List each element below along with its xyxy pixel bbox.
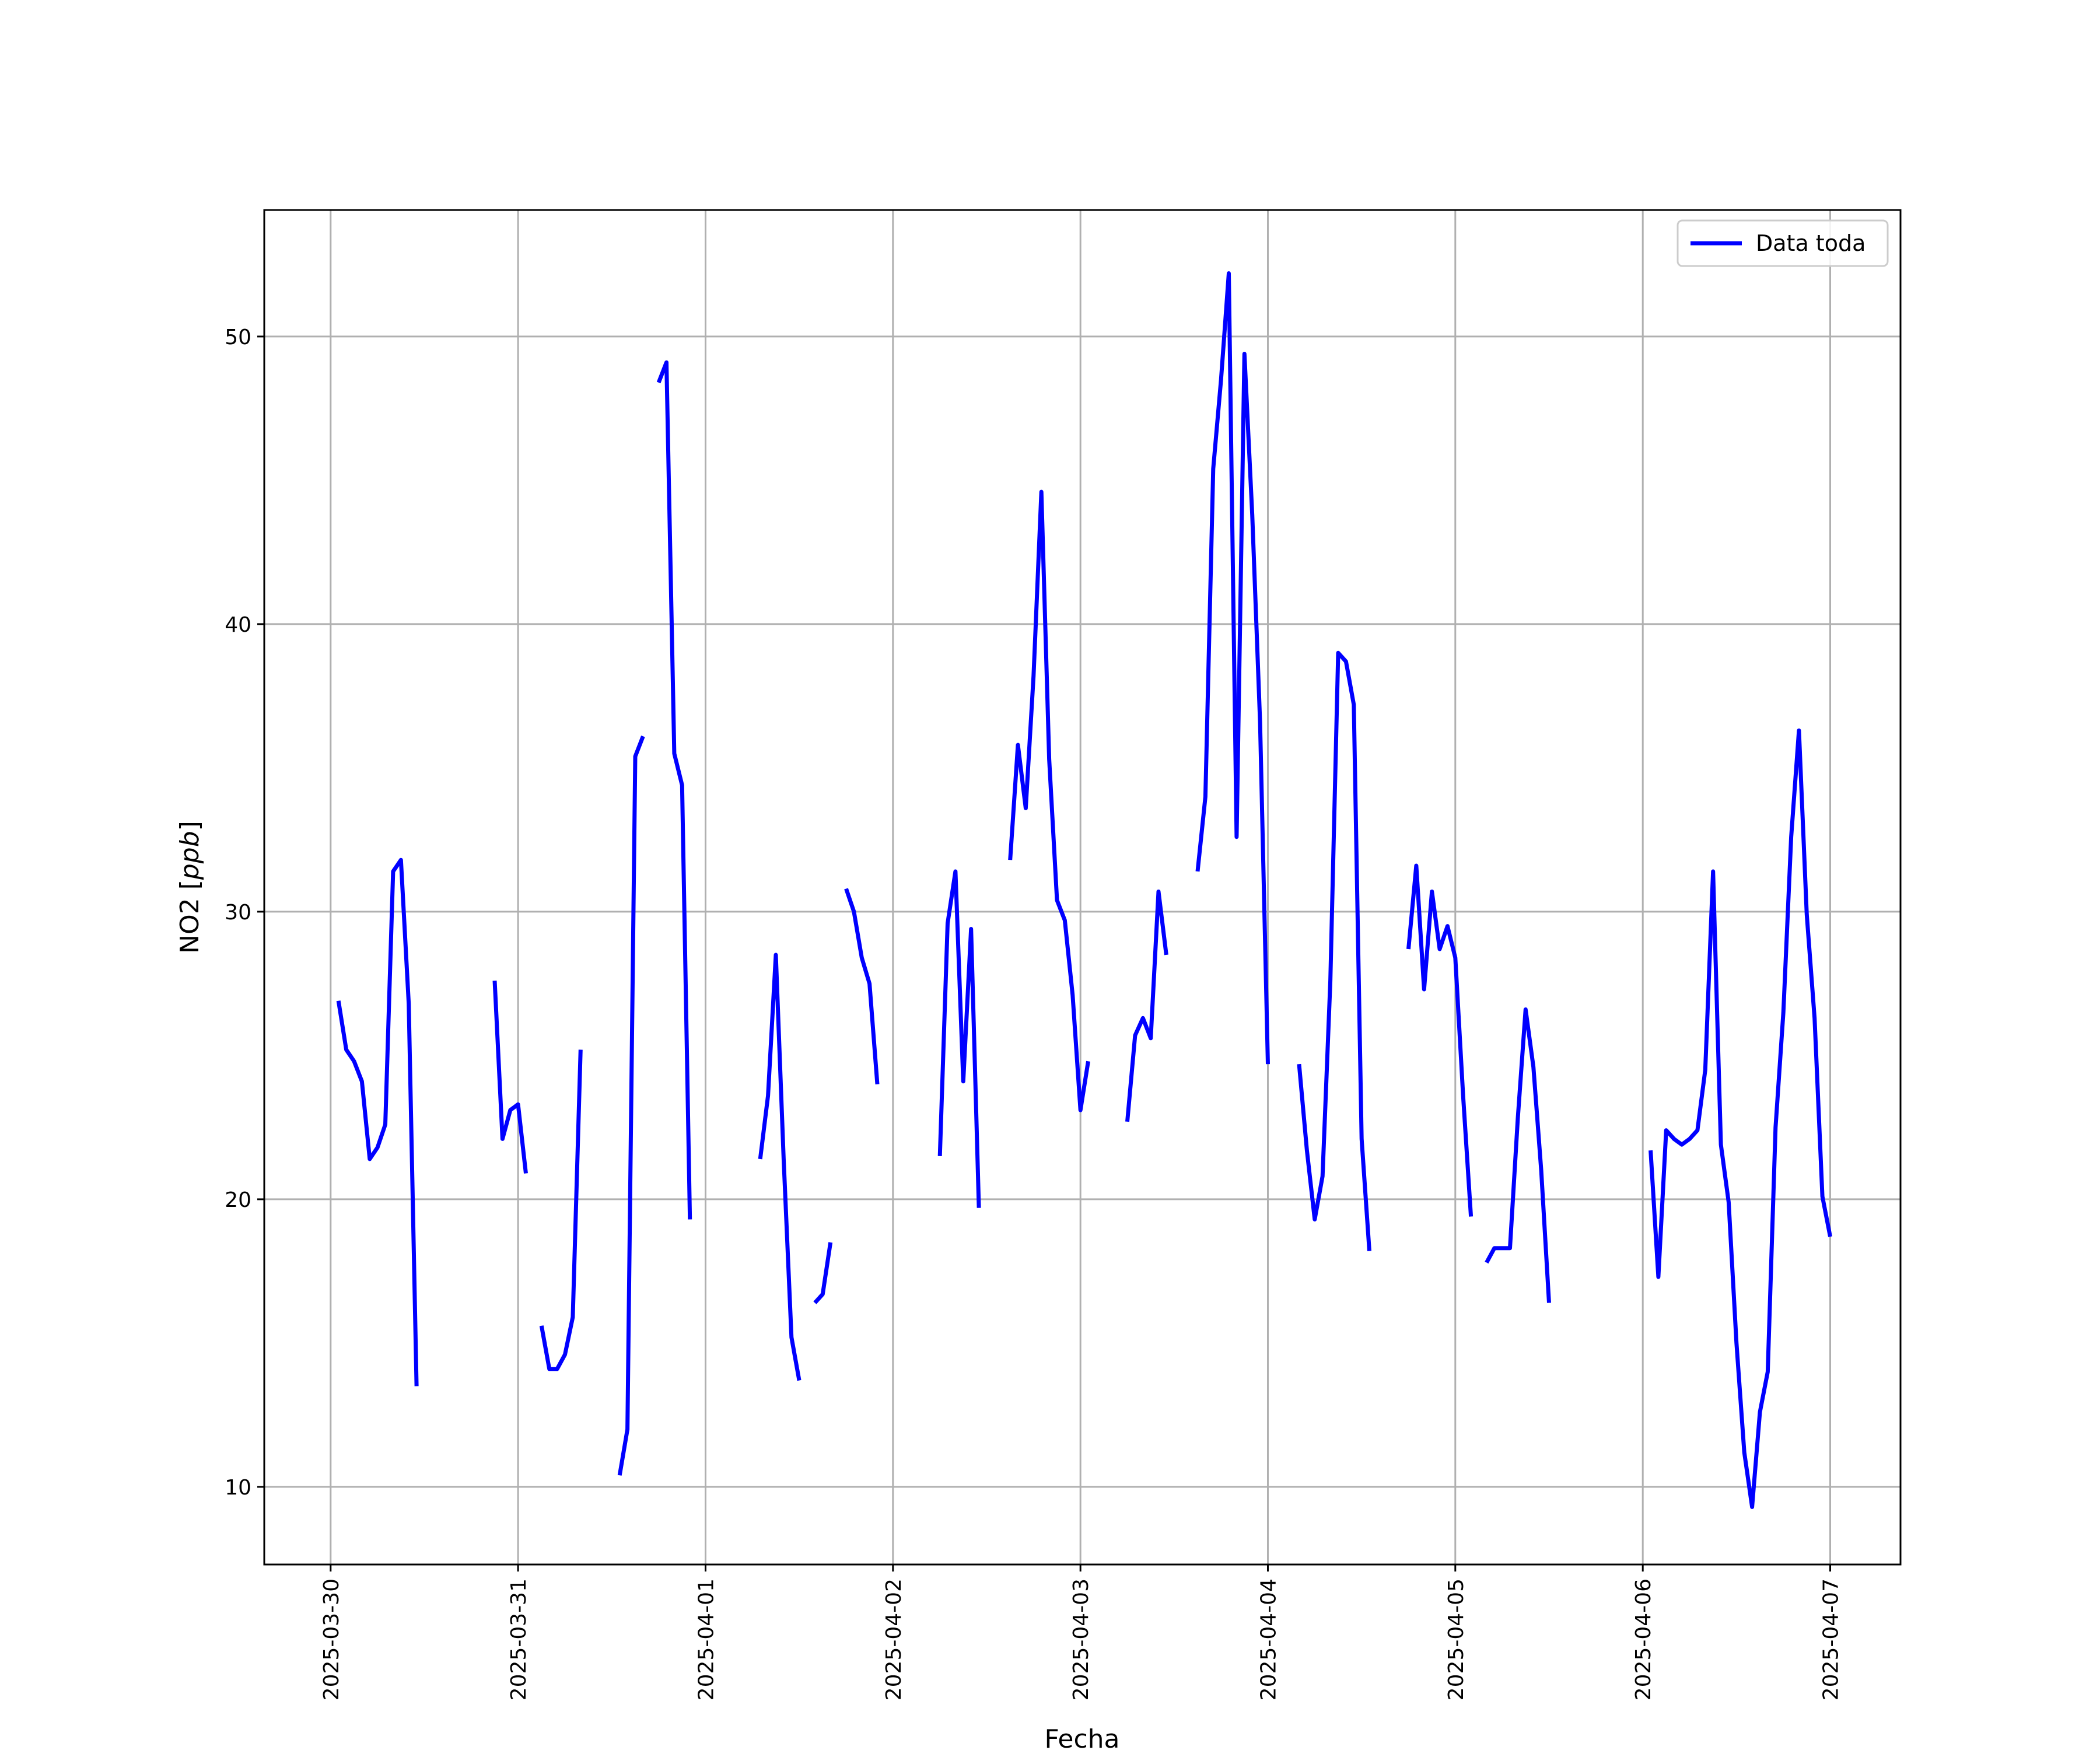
plot-frame xyxy=(263,209,1902,1566)
y-tick-label: 10 xyxy=(225,1476,251,1500)
series-line-segment xyxy=(937,869,981,1208)
series-line-segment xyxy=(539,1049,583,1371)
x-tick-label: 2025-04-01 xyxy=(695,1578,719,1700)
y-tick-label: 50 xyxy=(225,326,251,349)
series-line-segment xyxy=(758,953,802,1381)
x-tick-label: 2025-03-30 xyxy=(320,1578,344,1700)
y-axis-title: NO2 [ppb] xyxy=(175,821,205,954)
y-axis-title-prefix: NO2 [ xyxy=(175,880,205,954)
legend-box xyxy=(1676,219,1889,267)
legend: Data toda xyxy=(1676,219,1889,267)
series-line-segment xyxy=(1297,650,1371,1251)
series-line-segment xyxy=(617,735,645,1476)
y-tick-label: 40 xyxy=(225,613,251,637)
y-axis-ticks: 10 20 30 40 50 xyxy=(225,326,264,1500)
series-line-segment xyxy=(1406,863,1474,1217)
y-axis-title-suffix: ] xyxy=(175,821,205,831)
x-tick-label: 2025-04-07 xyxy=(1819,1578,1843,1700)
series-line-segment xyxy=(492,981,528,1174)
plot-area xyxy=(264,210,1901,1564)
y-tick-label: 30 xyxy=(225,901,251,925)
grid-lines xyxy=(264,210,1901,1564)
x-tick-label: 2025-04-03 xyxy=(1069,1578,1093,1700)
legend-label-data-toda: Data toda xyxy=(1756,230,1866,256)
series-lines xyxy=(336,271,1832,1509)
series-line-segment xyxy=(1008,489,1090,1112)
y-axis-title-unit: ppb xyxy=(175,831,205,880)
series-line-segment xyxy=(1195,271,1270,1065)
x-tick-label: 2025-04-02 xyxy=(882,1578,906,1700)
x-tick-label: 2025-03-31 xyxy=(507,1578,531,1700)
series-line-segment xyxy=(1648,728,1832,1509)
x-tick-label: 2025-04-06 xyxy=(1632,1578,1656,1700)
y-tick-label: 20 xyxy=(225,1188,251,1212)
x-tick-label: 2025-04-05 xyxy=(1444,1578,1468,1700)
series-line-segment xyxy=(844,888,880,1084)
series-line-segment xyxy=(1125,889,1168,1122)
series-line-segment xyxy=(336,858,419,1387)
series-line-segment xyxy=(656,360,692,1220)
x-tick-label: 2025-04-04 xyxy=(1257,1578,1281,1700)
x-axis-ticks: 2025-03-30 2025-03-31 2025-04-01 2025-04-02… xyxy=(320,1564,1843,1700)
series-line-segment xyxy=(1485,1007,1551,1303)
x-axis-title: Fecha xyxy=(1044,1724,1119,1750)
series-line-segment xyxy=(813,1242,833,1304)
